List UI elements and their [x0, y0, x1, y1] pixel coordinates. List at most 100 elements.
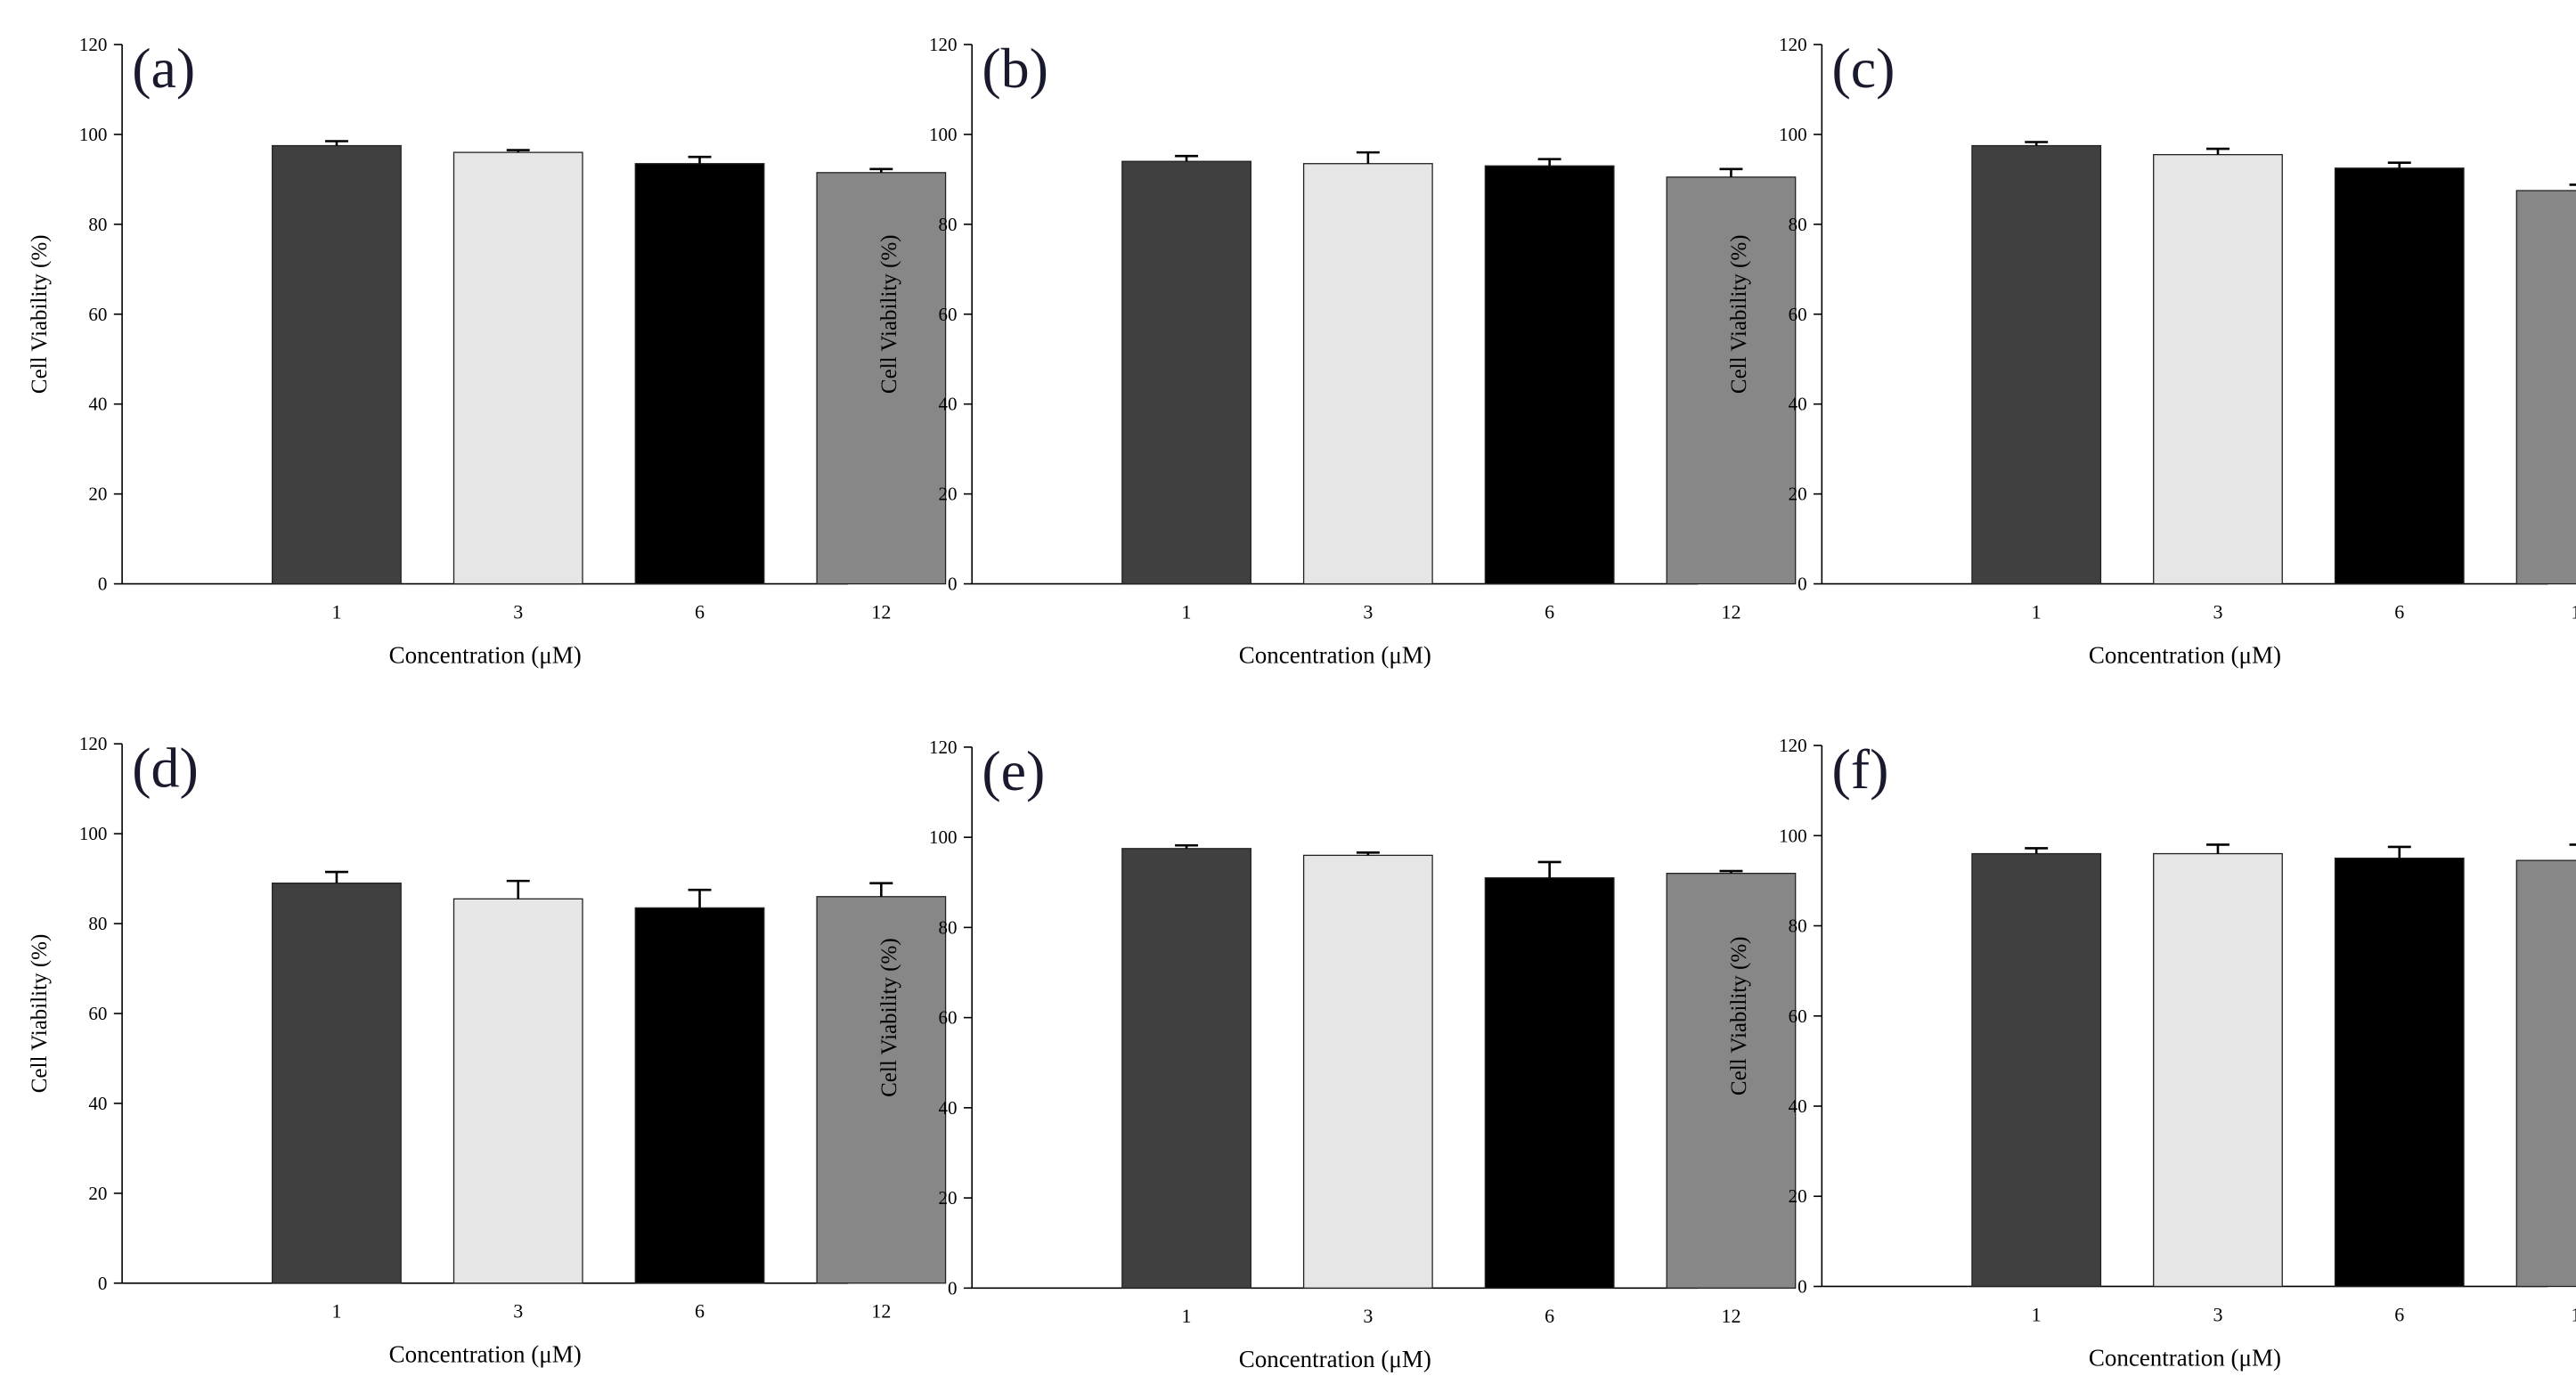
y-tick-label: 120 — [79, 733, 108, 754]
chart-panel-1: 0 20 40 60 80 100 120 1 3 6 12 Concentration (μM) Ce… — [28, 34, 947, 668]
y-tick-label: 80 — [1789, 214, 1807, 235]
y-tick-label: 0 — [1797, 574, 1807, 595]
bar-3 — [2153, 153, 2283, 585]
bar-1 — [272, 882, 402, 1284]
y-tick-label: 100 — [79, 823, 108, 844]
y-tick-label: 60 — [1789, 1005, 1807, 1027]
bar-12 — [1666, 176, 1797, 585]
x-tick-label: 3 — [513, 1300, 523, 1323]
x-axis-title: Concentration (μM) — [2089, 641, 2281, 668]
x-tick-label: 6 — [695, 1300, 705, 1323]
y-tick-label: 0 — [98, 1273, 108, 1294]
bar-12 — [816, 896, 947, 1284]
x-tick-label: 12 — [1721, 1305, 1740, 1327]
bar-12 — [816, 172, 947, 585]
y-tick-label: 60 — [88, 1003, 107, 1024]
y-axis-title: Cell Viability (%) — [877, 234, 901, 394]
y-tick-label: 120 — [929, 34, 958, 55]
x-tick-label: 6 — [1545, 1305, 1554, 1327]
x-tick-label: 1 — [331, 600, 341, 623]
panel-label: (d) — [132, 736, 199, 799]
bar-3 — [1302, 163, 1433, 585]
y-tick-label: 40 — [939, 394, 958, 415]
x-tick-label: 1 — [331, 1300, 341, 1323]
bar-1 — [1121, 160, 1251, 585]
y-tick-label: 0 — [948, 1277, 958, 1298]
y-tick-label: 80 — [939, 214, 958, 235]
y-tick-label: 80 — [1789, 916, 1807, 937]
y-tick-label: 80 — [939, 916, 958, 938]
chart-panel-6: 0 20 40 60 80 100 120 1 3 6 12 Concentration (μM) Ce… — [1727, 735, 2576, 1371]
y-tick-label: 20 — [939, 1187, 958, 1209]
bar-3 — [1302, 854, 1433, 1289]
bar-12 — [1666, 872, 1797, 1289]
chart-panel-2: 0 20 40 60 80 100 120 1 3 6 12 Concentration (μM) Ce… — [877, 34, 1797, 668]
y-tick-label: 40 — [1789, 394, 1807, 415]
x-tick-label: 3 — [2213, 1303, 2222, 1325]
bar-1 — [272, 144, 402, 585]
panel-label: (f) — [1831, 737, 1888, 801]
y-axis-title: Cell Viability (%) — [1727, 936, 1751, 1095]
x-axis-title: Concentration (μM) — [389, 1341, 582, 1368]
x-axis-title: Concentration (μM) — [1239, 1346, 1431, 1372]
bar-3 — [452, 151, 583, 585]
y-tick-label: 20 — [88, 1183, 107, 1204]
bar-6 — [1484, 165, 1615, 585]
y-axis-title: Cell Viability (%) — [28, 934, 52, 1094]
y-tick-label: 120 — [1779, 34, 1807, 55]
x-tick-label: 12 — [1721, 600, 1740, 623]
y-tick-label: 40 — [88, 1093, 107, 1114]
x-tick-label: 3 — [1363, 1305, 1373, 1327]
x-tick-label: 6 — [2394, 600, 2404, 623]
y-tick-label: 20 — [88, 484, 107, 505]
chart-panel-4: 0 20 40 60 80 100 120 1 3 6 12 Concentration (μM) Ce… — [28, 733, 947, 1368]
panel-label: (c) — [1831, 37, 1895, 100]
bar-6 — [634, 907, 765, 1284]
bar-12 — [2515, 859, 2576, 1288]
bar-1 — [1971, 852, 2102, 1288]
y-tick-label: 40 — [939, 1097, 958, 1119]
y-tick-label: 20 — [1789, 1185, 1807, 1207]
x-tick-label: 6 — [695, 600, 705, 623]
x-tick-label: 12 — [871, 1300, 891, 1323]
y-tick-label: 100 — [929, 826, 958, 848]
x-tick-label: 12 — [2572, 600, 2576, 623]
y-tick-label: 60 — [939, 1007, 958, 1029]
y-tick-label: 100 — [1779, 124, 1807, 145]
bar-12 — [2515, 190, 2576, 585]
x-tick-label: 6 — [1545, 600, 1554, 623]
bar-1 — [1121, 848, 1251, 1289]
y-tick-label: 40 — [1789, 1095, 1807, 1117]
x-tick-label: 12 — [871, 600, 891, 623]
y-tick-label: 100 — [79, 124, 108, 145]
x-axis-title: Concentration (μM) — [1239, 641, 1431, 668]
bar-6 — [1484, 877, 1615, 1289]
y-tick-label: 100 — [929, 124, 958, 145]
y-tick-label: 80 — [88, 214, 107, 235]
y-tick-label: 40 — [88, 394, 107, 415]
y-tick-label: 120 — [79, 34, 108, 55]
chart-panel-5: 0 20 40 60 80 100 120 1 3 6 12 Concentration (μM) Ce… — [877, 737, 1797, 1372]
y-tick-label: 60 — [88, 304, 107, 325]
y-axis-title: Cell Viability (%) — [28, 234, 52, 394]
y-tick-label: 0 — [1797, 1275, 1807, 1297]
panel-label: (a) — [132, 37, 195, 100]
y-tick-label: 120 — [1779, 735, 1807, 756]
y-tick-label: 60 — [1789, 304, 1807, 325]
y-tick-label: 20 — [1789, 484, 1807, 505]
y-tick-label: 80 — [88, 913, 107, 934]
y-tick-label: 100 — [1779, 825, 1807, 846]
x-tick-label: 3 — [2213, 600, 2222, 623]
x-tick-label: 1 — [1182, 600, 1192, 623]
bar-6 — [2334, 167, 2465, 585]
y-tick-label: 0 — [948, 574, 958, 595]
chart-panel-3: 0 20 40 60 80 100 120 1 3 6 12 Concentration (μM) Ce… — [1727, 34, 2576, 668]
bar-1 — [1971, 144, 2102, 585]
x-axis-title: Concentration (μM) — [389, 641, 582, 668]
bar-3 — [2153, 852, 2283, 1288]
y-tick-label: 120 — [929, 737, 958, 758]
x-tick-label: 3 — [1363, 600, 1373, 623]
x-tick-label: 1 — [2032, 600, 2042, 623]
